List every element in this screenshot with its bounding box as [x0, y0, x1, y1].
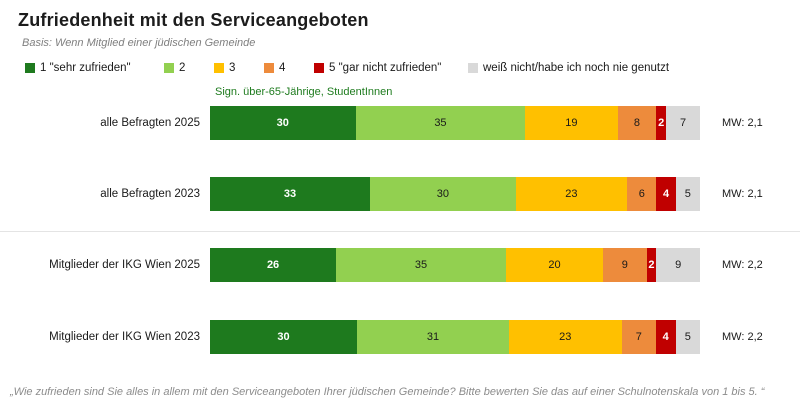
legend-item-5: 5 "gar nicht zufrieden" — [314, 62, 441, 74]
bar-segment-6: 9 — [656, 248, 700, 282]
legend-label: 5 "gar nicht zufrieden" — [329, 62, 442, 74]
segment-value: 19 — [565, 117, 578, 129]
bar-segment-1: 30 — [210, 106, 356, 140]
bar-row-3: Mitglieder der IKG Wien 2025 26 35 20 9 2 9 MW:… — [0, 248, 800, 282]
bar-segment-2: 30 — [370, 177, 516, 211]
segment-value: 35 — [434, 117, 447, 129]
page-title: Zufriedenheit mit den Serviceangeboten — [18, 10, 369, 30]
bar-segment-2: 35 — [355, 106, 526, 140]
legend-item-2: 2 — [164, 62, 185, 74]
mean-value-label: MW: 2,2 — [722, 259, 763, 271]
segment-value: 4 — [662, 188, 670, 200]
legend-swatch-icon — [214, 63, 224, 73]
legend-label: 4 — [279, 62, 286, 74]
segment-value: 26 — [266, 259, 280, 271]
segment-value: 33 — [283, 188, 297, 200]
bar-segment-5: 4 — [656, 177, 676, 211]
mean-value-label: MW: 2,1 — [722, 188, 763, 200]
legend-item-3: 3 — [214, 62, 235, 74]
stacked-bar: 30 35 19 8 2 7 — [210, 106, 700, 140]
mean-value-label: MW: 2,2 — [722, 331, 763, 343]
segment-value: 5 — [684, 188, 691, 200]
segment-value: 7 — [635, 331, 642, 343]
legend-label: weiß nicht/habe ich noch nie genutzt — [483, 62, 670, 74]
legend-label: 1 "sehr zufrieden" — [40, 62, 131, 74]
stacked-bar: 26 35 20 9 2 9 — [210, 248, 700, 282]
question-footnote: „Wie zufrieden sind Sie alles in allem m… — [10, 386, 765, 398]
bar-segment-3: 19 — [525, 106, 618, 140]
bar-segment-3: 23 — [515, 177, 628, 211]
legend-item-6: weiß nicht/habe ich noch nie genutzt — [468, 62, 669, 74]
stacked-bar: 33 30 23 6 4 5 — [210, 177, 700, 211]
bar-segment-3: 20 — [505, 248, 603, 282]
segment-value: 5 — [684, 331, 691, 343]
bar-row-2: alle Befragten 2023 33 30 23 6 4 5 MW: 2,1 — [0, 177, 800, 211]
legend-label: 3 — [229, 62, 236, 74]
segment-value: 23 — [559, 331, 572, 343]
bar-segment-4: 8 — [617, 106, 657, 140]
basis-subtitle: Basis: Wenn Mitglied einer jüdischen Gem… — [22, 37, 256, 49]
segment-value: 20 — [548, 259, 561, 271]
bar-segment-3: 23 — [508, 320, 622, 354]
legend-swatch-icon — [25, 63, 35, 73]
bar-segment-2: 31 — [357, 320, 509, 354]
legend-label: 2 — [179, 62, 186, 74]
segment-value: 30 — [436, 188, 449, 200]
legend-swatch-icon — [314, 63, 324, 73]
bar-row-1: alle Befragten 2025 30 35 19 8 2 7 MW: 2,1 — [0, 106, 800, 140]
bar-segment-6: 5 — [675, 320, 700, 354]
bar-segment-2: 35 — [336, 248, 506, 282]
legend-swatch-icon — [468, 63, 478, 73]
row-label: alle Befragten 2023 — [100, 188, 200, 200]
bar-segment-4: 7 — [621, 320, 656, 354]
legend: 1 "sehr zufrieden" 2 3 4 5 "gar nicht zufrie… — [0, 62, 800, 78]
group-divider-line — [0, 231, 800, 232]
stacked-bar: 30 31 23 7 4 5 — [210, 320, 700, 354]
bar-segment-5: 2 — [656, 106, 667, 140]
segment-value: 30 — [277, 331, 290, 343]
segment-value: 4 — [662, 331, 669, 343]
legend-item-4: 4 — [264, 62, 285, 74]
bar-segment-4: 9 — [602, 248, 647, 282]
bar-segment-1: 30 — [210, 320, 357, 354]
segment-value: 2 — [658, 117, 665, 129]
row-label: Mitglieder der IKG Wien 2025 — [49, 259, 200, 271]
segment-value: 30 — [276, 117, 289, 129]
segment-value: 7 — [679, 117, 687, 129]
bar-segment-5: 2 — [646, 248, 657, 282]
segment-value: 23 — [565, 188, 578, 200]
significance-annotation: Sign. über-65-Jährige, StudentInnen — [215, 86, 393, 98]
bar-segment-4: 6 — [627, 177, 657, 211]
legend-swatch-icon — [164, 63, 174, 73]
segment-value: 6 — [638, 188, 645, 200]
mean-value-label: MW: 2,1 — [722, 117, 763, 129]
segment-value: 9 — [621, 259, 628, 271]
bar-segment-1: 26 — [210, 248, 337, 282]
row-label: Mitglieder der IKG Wien 2023 — [49, 331, 200, 343]
legend-swatch-icon — [264, 63, 274, 73]
bar-row-4: Mitglieder der IKG Wien 2023 30 31 23 7 4 5 MW:… — [0, 320, 800, 354]
bar-segment-1: 33 — [210, 177, 371, 211]
segment-value: 9 — [675, 259, 682, 271]
segment-value: 2 — [648, 259, 655, 271]
segment-value: 8 — [633, 117, 640, 129]
segment-value: 31 — [426, 331, 440, 343]
bar-segment-5: 4 — [655, 320, 676, 354]
segment-value: 35 — [414, 259, 428, 271]
bar-segment-6: 7 — [666, 106, 700, 140]
row-label: alle Befragten 2025 — [100, 117, 200, 129]
legend-item-1: 1 "sehr zufrieden" — [25, 62, 131, 74]
bar-segment-6: 5 — [675, 177, 700, 211]
